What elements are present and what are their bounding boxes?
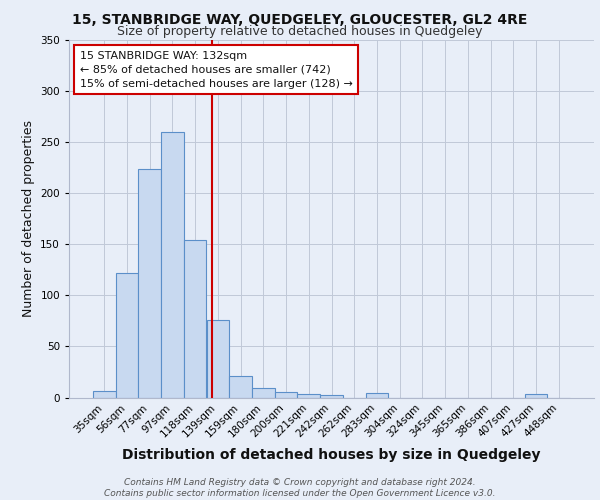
Text: Size of property relative to detached houses in Quedgeley: Size of property relative to detached ho… xyxy=(117,25,483,38)
Bar xyxy=(139,168,161,398)
Bar xyxy=(524,394,547,398)
Y-axis label: Number of detached properties: Number of detached properties xyxy=(22,120,35,318)
Bar xyxy=(298,394,320,398)
Text: Contains HM Land Registry data © Crown copyright and database right 2024.
Contai: Contains HM Land Registry data © Crown c… xyxy=(104,478,496,498)
Bar xyxy=(365,394,388,398)
Bar xyxy=(229,376,252,398)
Bar xyxy=(93,392,116,398)
Bar xyxy=(320,396,343,398)
Bar xyxy=(206,320,229,398)
X-axis label: Distribution of detached houses by size in Quedgeley: Distribution of detached houses by size … xyxy=(122,448,541,462)
Text: 15 STANBRIDGE WAY: 132sqm
← 85% of detached houses are smaller (742)
15% of semi: 15 STANBRIDGE WAY: 132sqm ← 85% of detac… xyxy=(79,50,352,88)
Text: 15, STANBRIDGE WAY, QUEDGELEY, GLOUCESTER, GL2 4RE: 15, STANBRIDGE WAY, QUEDGELEY, GLOUCESTE… xyxy=(73,12,527,26)
Bar xyxy=(161,132,184,398)
Bar xyxy=(184,240,206,398)
Bar xyxy=(275,392,298,398)
Bar xyxy=(116,273,139,398)
Bar xyxy=(252,388,275,398)
